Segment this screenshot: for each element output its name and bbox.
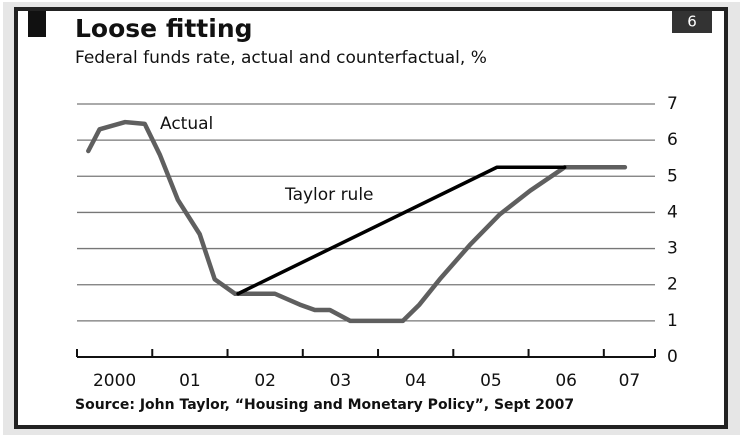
source: Source: John Taylor, “Housing and Moneta… (75, 397, 574, 413)
x-tick-label: 02 (254, 371, 276, 391)
x-tick-label: 05 (480, 371, 502, 391)
badge-box (672, 11, 712, 33)
line-0 (86, 119, 628, 324)
line-1 (236, 165, 567, 296)
y-tick-label: 2 (667, 275, 678, 295)
y-tick-label: 0 (667, 347, 678, 367)
x-tick-label: 07 (619, 371, 641, 391)
x-tick-label: 03 (330, 371, 352, 391)
y-tick-label: 6 (667, 130, 678, 150)
chart-subtitle: Federal funds rate, actual and counterfa… (75, 48, 487, 68)
series-label: Actual (160, 114, 213, 134)
corner-block (28, 11, 46, 37)
y-tick-label: 1 (667, 311, 678, 331)
x-tick-label: 2000 (93, 371, 136, 391)
y-tick-label: 7 (667, 94, 678, 114)
frame (14, 7, 728, 429)
y-tick-label: 4 (667, 202, 678, 222)
x-tick-label: 06 (555, 371, 577, 391)
y-tick-label: 5 (667, 166, 678, 186)
x-tick-label: 01 (179, 371, 201, 391)
series-label: Taylor rule (284, 185, 374, 205)
chart-title: Loose fitting (75, 14, 253, 43)
x-tick-label: 04 (405, 371, 427, 391)
badge: 6 (687, 13, 697, 31)
y-tick-label: 3 (667, 239, 678, 259)
